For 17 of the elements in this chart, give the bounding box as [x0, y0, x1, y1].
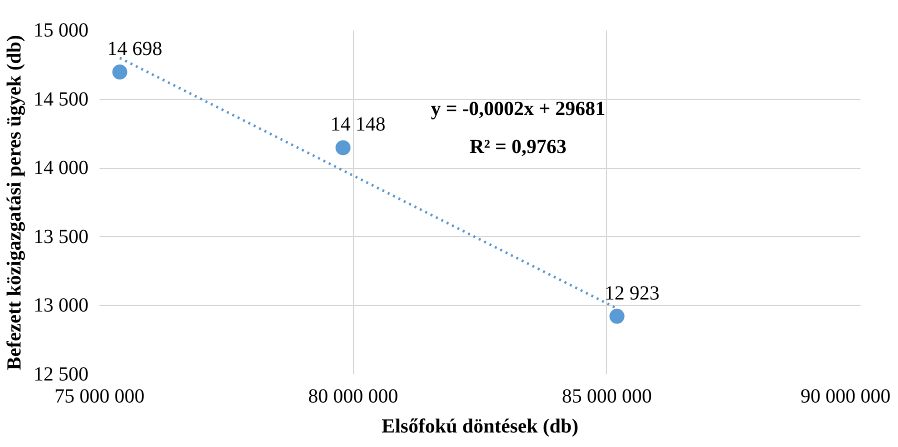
x-tick-label: 75 000 000: [54, 386, 144, 408]
x-tick-label: 90 000 000: [800, 386, 890, 408]
y-tick-label: 13 000: [34, 294, 88, 317]
y-tick-label: 13 500: [34, 226, 88, 248]
data-label: 14 698: [107, 38, 162, 60]
x-tick-label: 85 000 000: [562, 386, 652, 408]
x-axis-title: Elsőfokú döntések (db): [382, 416, 578, 438]
data-label: 12 923: [604, 282, 660, 304]
y-tick-label: 14 500: [34, 88, 88, 110]
y-axis-title: Befezett közigazgatási peres ügyek (db): [4, 34, 26, 370]
annotation: R² = 0,9763: [470, 136, 566, 158]
y-tick-label: 14 000: [34, 157, 88, 180]
data-label: 14 148: [330, 114, 386, 136]
annotation: y = -0,0002x + 29681: [430, 98, 606, 120]
y-tick-label: 15 000: [34, 20, 88, 42]
y-tick-label: 12 500: [34, 364, 88, 386]
x-tick-label: 80 000 000: [308, 386, 398, 408]
